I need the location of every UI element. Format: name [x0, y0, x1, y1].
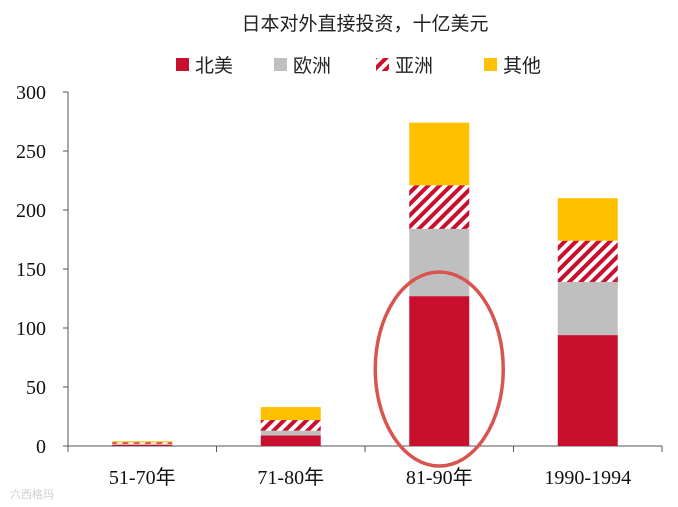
legend: 北美 欧洲 亚洲 其他: [176, 55, 541, 77]
y-tick-label: 250: [16, 141, 46, 163]
x-tick-label: 51-70年: [109, 466, 176, 489]
axes: 0 50 100 150 200 250 300 51-70年 71-80年 81-90年 1990…: [16, 82, 663, 489]
bar-segment-北美: [557, 335, 618, 446]
bar-segment-其他: [557, 198, 618, 241]
y-tick-label: 0: [36, 436, 46, 458]
y-tick-label: 50: [26, 377, 46, 399]
bar-segment-其他: [112, 441, 173, 443]
bar-segment-亚洲: [112, 442, 173, 444]
legend-label: 亚洲: [395, 55, 433, 77]
bar-segment-亚洲: [557, 240, 618, 282]
legend-label: 欧洲: [293, 55, 331, 77]
bar-segment-其他: [260, 407, 321, 421]
bar-segment-欧洲: [260, 430, 321, 436]
bar-segment-北美: [260, 435, 321, 446]
y-tick-label: 200: [16, 200, 46, 222]
y-tick-label: 100: [16, 318, 46, 340]
bars: [112, 122, 618, 446]
legend-swatch: [176, 58, 189, 71]
annotation: [373, 270, 505, 468]
bar-segment-欧洲: [409, 228, 470, 297]
legend-swatch: [376, 58, 389, 71]
x-tick-label: 1990-1994: [544, 467, 631, 489]
bar-segment-其他: [409, 122, 470, 186]
bar-segment-欧洲: [112, 443, 173, 445]
y-tick-label: 300: [16, 82, 46, 104]
legend-swatch: [274, 58, 287, 71]
watermark: 六西格玛: [10, 487, 54, 501]
highlight-ellipse: [373, 270, 505, 468]
bar-segment-亚洲: [409, 185, 470, 229]
bar-segment-欧洲: [557, 281, 618, 336]
legend-label: 北美: [195, 55, 233, 77]
bar-segment-北美: [409, 296, 470, 446]
chart-title: 日本对外直接投资，十亿美元: [241, 13, 488, 35]
legend-label: 其他: [503, 55, 541, 77]
x-tick-label: 81-90年: [406, 466, 473, 489]
y-tick-label: 150: [16, 259, 46, 281]
bar-segment-北美: [112, 444, 173, 446]
legend-swatch: [484, 58, 497, 71]
x-tick-label: 71-80年: [257, 466, 324, 489]
bar-segment-亚洲: [260, 420, 321, 431]
